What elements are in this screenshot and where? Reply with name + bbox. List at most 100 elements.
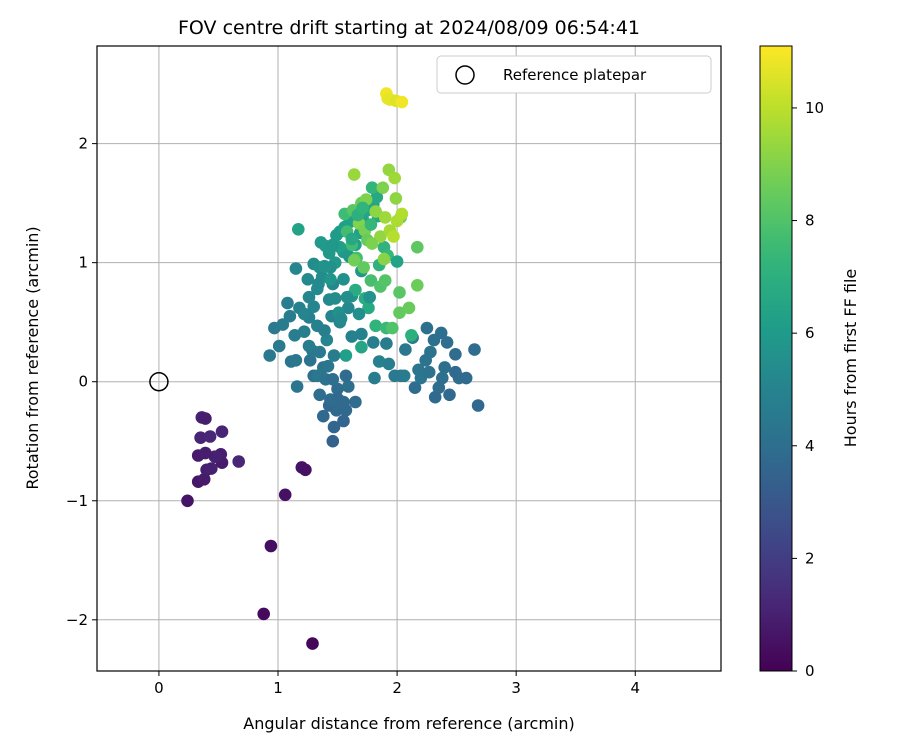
scatter-point	[471, 399, 485, 412]
colorbar-tick-label: 2	[805, 549, 815, 567]
scatter-point	[434, 326, 448, 340]
scatter-point	[289, 262, 303, 275]
colorbar-tick-label: 10	[805, 99, 824, 117]
scatter-point	[337, 414, 350, 428]
scatter-point	[374, 230, 387, 243]
scatter-point	[422, 365, 436, 379]
scatter-point	[459, 371, 473, 385]
scatter-point	[363, 290, 377, 304]
scatter-point	[313, 388, 327, 402]
scatter-point	[395, 207, 409, 221]
scatter-point	[302, 339, 316, 353]
scatter-point	[356, 201, 369, 215]
plot-background	[97, 46, 721, 671]
legend-marker	[455, 65, 475, 85]
scatter-point	[402, 301, 416, 315]
scatter-point	[327, 420, 341, 434]
x-tick-label: 3	[511, 679, 521, 697]
y-axis-label: Rotation from reference (arcmin)	[23, 226, 42, 489]
scatter-point	[342, 301, 355, 315]
scatter-point	[399, 343, 412, 356]
scatter-point	[264, 539, 278, 553]
y-tick-label: 1	[78, 254, 88, 272]
scatter-point	[281, 296, 294, 310]
scatter-point	[365, 181, 379, 194]
scatter-point	[432, 381, 446, 395]
scatter-point	[301, 273, 315, 286]
scatter-point	[388, 171, 402, 185]
scatter-point	[345, 232, 359, 246]
colorbar-gradient	[760, 46, 792, 671]
scatter-point	[324, 273, 337, 286]
scatter-point	[378, 274, 392, 287]
scatter-point	[328, 292, 342, 305]
scatter-point	[345, 330, 359, 343]
scatter-point	[443, 388, 456, 402]
scatter-point	[428, 390, 442, 404]
colorbar-tick-label: 6	[805, 324, 815, 342]
scatter-point	[199, 446, 212, 460]
scatter-point	[449, 365, 462, 379]
scatter-point	[372, 355, 386, 368]
scatter-point	[390, 255, 404, 268]
colorbar: 0 2 4 6 8 10 Hours from first FF file	[759, 45, 860, 680]
x-tick-label: 2	[392, 679, 402, 697]
scatter-point	[347, 168, 361, 181]
scatter-point	[283, 309, 297, 323]
scatter-point	[312, 277, 325, 291]
scatter-point	[380, 337, 393, 350]
scatter-point	[411, 279, 424, 292]
scatter-point	[382, 357, 396, 371]
scatter-point	[367, 336, 380, 349]
y-tick-label: 0	[78, 373, 88, 391]
y-axis-ticks: −2 −1 0 1 2	[66, 135, 97, 629]
scatter-point	[387, 230, 400, 243]
scatter-point	[339, 404, 353, 417]
scatter-point	[424, 345, 437, 359]
grid	[97, 46, 721, 671]
scatter-point	[199, 412, 212, 425]
scatter-point	[357, 261, 371, 274]
scatter-point	[420, 321, 434, 335]
scatter-point	[389, 192, 403, 205]
scatter-point	[303, 354, 317, 367]
scatter-point	[377, 252, 391, 266]
data-points	[181, 87, 485, 650]
y-tick-label: −2	[66, 611, 88, 629]
plot-area: 0 1 2 3 4 −2 −1 0 1 2	[66, 45, 722, 697]
scatter-point	[326, 373, 340, 386]
scatter-point	[327, 349, 341, 362]
legend: Reference platepar	[436, 55, 712, 94]
scatter-point	[355, 327, 368, 341]
colorbar-ticks: 0 2 4 6 8 10	[792, 99, 824, 680]
scatter-point	[289, 354, 303, 367]
scatter-point	[208, 450, 222, 464]
scatter-point	[318, 259, 331, 273]
scatter-point	[349, 395, 362, 409]
legend-box	[436, 55, 712, 94]
scatter-point	[318, 324, 331, 337]
scatter-point	[339, 349, 353, 362]
scatter-point	[290, 380, 304, 393]
scatter-point	[397, 369, 411, 383]
x-axis-ticks: 0 1 2 3 4	[154, 671, 640, 697]
scatter-point	[278, 488, 292, 502]
scatter-point	[347, 253, 361, 267]
scatter-point	[378, 211, 392, 224]
scatter-point	[369, 205, 383, 218]
scatter-point	[321, 359, 335, 373]
scatter-point	[395, 95, 409, 109]
scatter-point	[364, 218, 378, 231]
scatter-point	[302, 290, 316, 304]
scatter-point	[411, 240, 424, 254]
scatter-point	[197, 473, 211, 486]
scatter-point	[263, 349, 277, 362]
scatter-point	[297, 325, 311, 339]
scatter-point	[340, 290, 354, 304]
colorbar-tick-label: 4	[805, 437, 815, 455]
scatter-point	[299, 463, 312, 477]
scatter-point	[365, 237, 379, 250]
x-axis-label: Angular distance from reference (arcmin)	[243, 714, 574, 733]
scatter-point	[307, 300, 321, 314]
